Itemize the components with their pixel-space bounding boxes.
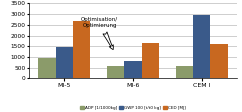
Bar [142,43,159,78]
Bar [176,66,193,78]
Bar [56,47,73,78]
Bar [211,44,228,78]
Bar [193,15,211,78]
Bar [38,58,56,78]
Bar [107,66,124,78]
Legend: ADP [1/1000kg], GWP 100 [t/t0 kg], CED [MJ]: ADP [1/1000kg], GWP 100 [t/t0 kg], CED [… [78,104,188,112]
Bar [73,21,90,78]
Text: Optimisation/
Optimierung: Optimisation/ Optimierung [81,17,118,50]
Bar [124,61,142,78]
